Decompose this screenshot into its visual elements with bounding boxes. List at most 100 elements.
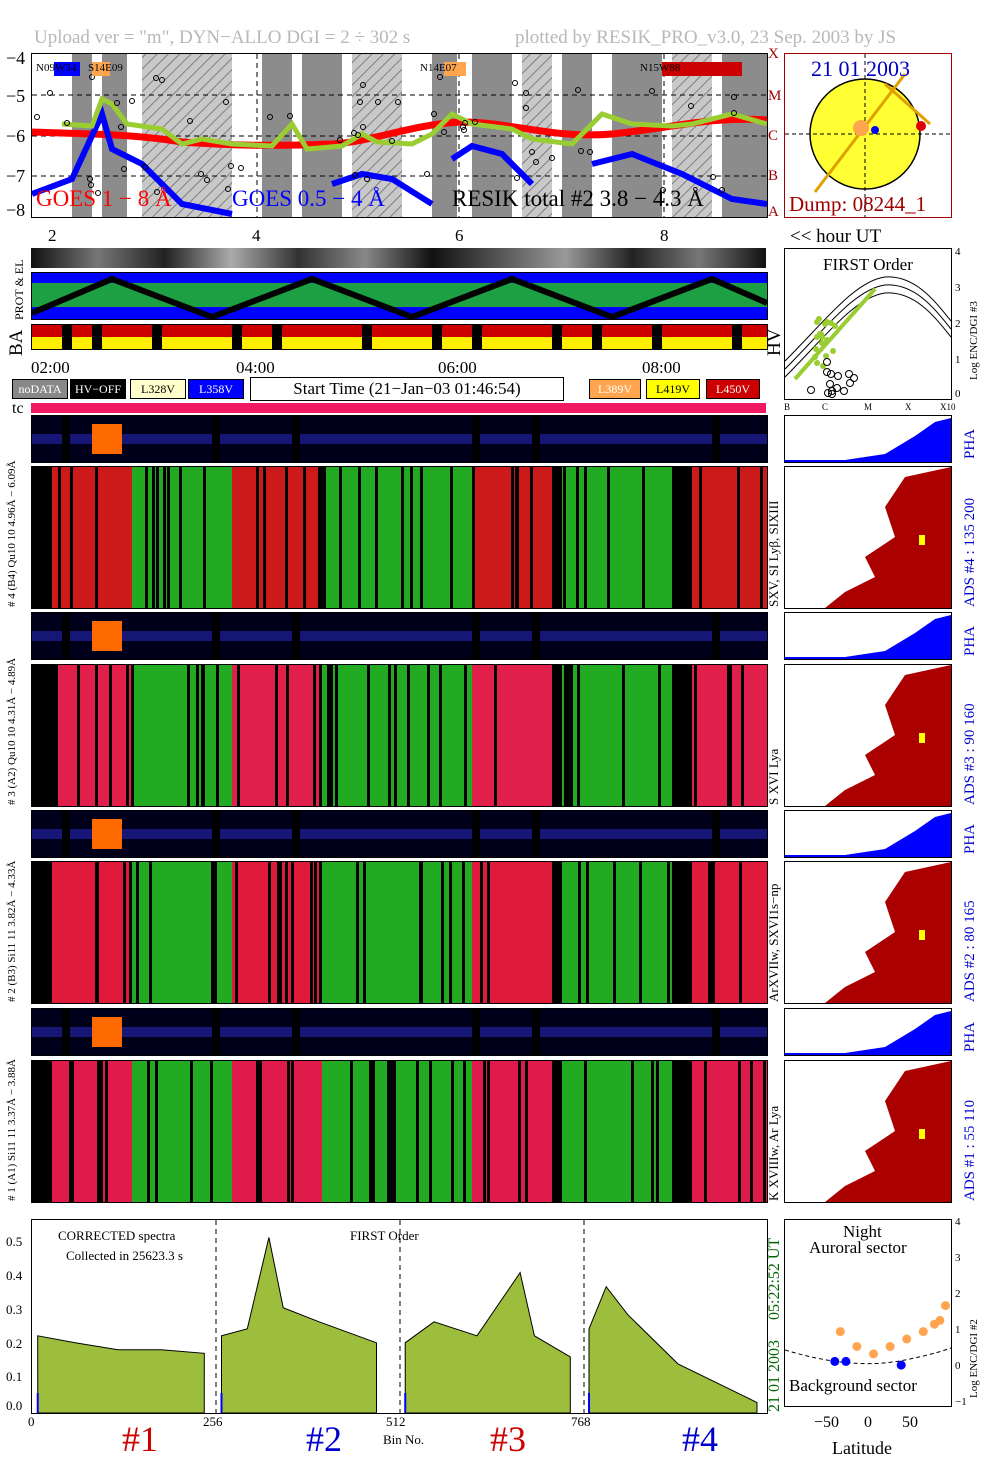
spectro-gap: [642, 467, 645, 608]
spectro-gap: [320, 467, 323, 608]
spectro-gap: [729, 665, 732, 806]
pha-strip-2: [31, 810, 768, 858]
spectro-gap: [275, 665, 278, 806]
pha-gap: [62, 416, 70, 462]
time-0800: 08:00: [642, 358, 681, 377]
y-tick-m4: −4: [6, 48, 26, 68]
prot-el-panel: [31, 272, 768, 320]
resik-point: [731, 94, 737, 100]
resik-point: [389, 138, 395, 144]
pha-gap: [292, 811, 300, 857]
resik-point: [533, 159, 539, 165]
pha-hist-canvas: [785, 615, 951, 659]
spectro-block: [562, 467, 672, 608]
spectro-block: [52, 665, 132, 806]
pha-gap: [712, 811, 720, 857]
spectro-gap: [449, 862, 452, 1003]
fo-open-point: [826, 380, 834, 388]
latitude-canvas: [785, 1301, 951, 1370]
spectro-gap: [451, 1061, 454, 1202]
spectro-gap: [739, 862, 742, 1003]
resik-point: [159, 77, 165, 83]
spectro-gap: [750, 1061, 753, 1202]
spectro-gap: [187, 665, 190, 806]
spectro-gap: [126, 665, 129, 806]
spectro-gap: [567, 665, 570, 806]
ads-hist-area: [825, 1061, 951, 1202]
channel-4-label: #4: [682, 1419, 718, 1459]
resik-point: [154, 189, 160, 195]
sun-date: 21 01 2003: [811, 56, 910, 81]
spectro-gap: [472, 467, 475, 608]
ads-hist-canvas: [825, 467, 951, 608]
spectro-gap: [323, 467, 326, 608]
ba-gap: [92, 325, 102, 349]
spectro-gap: [419, 862, 422, 1003]
spectro-gap: [563, 467, 566, 608]
spectro-gap: [407, 665, 410, 806]
resik-scatter-points: [34, 74, 737, 196]
spectro-gap: [53, 665, 56, 806]
hour-ut-label: << hour UT: [790, 226, 882, 247]
region-label-2: S14E09: [88, 62, 123, 74]
header-upload-info: Upload ver = "m", DYN−ALLO DGI = 2 ÷ 302…: [34, 27, 411, 48]
ba-gap: [652, 325, 662, 349]
hv-off-legend: HV−OFF: [70, 379, 126, 399]
resik-point: [47, 90, 53, 96]
resik-point: [719, 187, 725, 193]
resik-point: [731, 110, 737, 116]
spectro-gap: [32, 1061, 35, 1202]
pha-canvas: [32, 1009, 767, 1055]
resik-point: [64, 120, 70, 126]
latitude-point-auroral: [902, 1334, 912, 1344]
pha-gap: [292, 613, 300, 659]
spectro-gap: [48, 467, 51, 608]
channel-1-label: #1: [122, 1419, 158, 1459]
ads-label: ADS #3 : 90 160: [962, 703, 978, 805]
spectro-gap: [694, 665, 697, 806]
spectrum-order: FIRST Order: [350, 1228, 419, 1243]
spectro-gap: [263, 467, 266, 608]
spectro-gap: [441, 862, 444, 1003]
spectro-gap: [256, 1061, 259, 1202]
resik-point: [360, 82, 366, 88]
spectro-gap: [214, 862, 217, 1003]
background-sector-label: Background sector: [789, 1376, 917, 1395]
spectro-gap: [577, 665, 580, 806]
y-tick-m5: −5: [6, 86, 26, 106]
pha-hist-area: [785, 418, 951, 462]
resik-point: [129, 98, 135, 104]
spectro-gap: [394, 665, 397, 806]
resik-point: [142, 164, 148, 170]
spectro-block: [472, 862, 552, 1003]
spectro-gap: [584, 467, 587, 608]
latitude-point-auroral: [918, 1327, 928, 1337]
spectro-gap: [369, 1061, 372, 1202]
fo-open-point: [827, 370, 835, 378]
time-0200: 02:00: [31, 358, 70, 377]
pha-hist-area: [785, 813, 951, 857]
eclipse-band: [432, 54, 457, 217]
l450v-legend: L450V: [706, 379, 760, 399]
pha-strip-4: [31, 415, 768, 463]
resik-point: [351, 130, 357, 136]
resik-point: [587, 149, 593, 155]
spectro-gap: [483, 1061, 486, 1202]
pha-gap: [212, 613, 220, 659]
pha-label: PHA: [962, 1021, 978, 1052]
spectro-gap: [203, 467, 206, 608]
channel-range-label: # 3 (A2) Qu10 10 4.31Å − 4.89Å: [6, 657, 18, 805]
ba-gap: [592, 325, 602, 349]
pha-strip-1: [31, 1008, 768, 1056]
spectro-gap: [268, 862, 271, 1003]
spectro-gap: [530, 467, 533, 608]
fo-xtick-m: M: [864, 402, 873, 412]
spectro-block: [472, 665, 552, 806]
pha-histogram-2: [784, 810, 952, 858]
resik-point: [523, 90, 529, 96]
spectro-gap: [77, 665, 80, 806]
latitude-point-background: [896, 1360, 906, 1370]
fo-open-point: [824, 389, 832, 397]
ads-hist-canvas: [825, 665, 951, 806]
spectro-gap: [420, 467, 423, 608]
